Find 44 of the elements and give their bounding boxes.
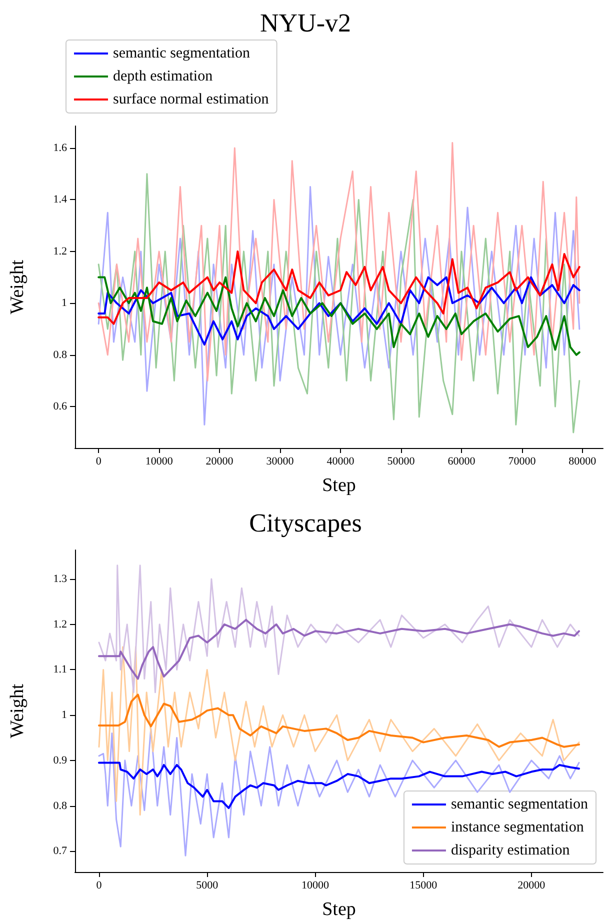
- legend-label: instance segmentation: [450, 820, 584, 836]
- y-axis-title: Weight: [7, 683, 28, 738]
- y-tick-label: 0.6: [53, 400, 68, 413]
- y-tick-label: 0.9: [53, 754, 68, 766]
- x-axis-title: Step: [322, 475, 356, 496]
- legend-label: semantic segmentation: [113, 46, 251, 62]
- chart-title: NYU-v2: [260, 8, 351, 38]
- x-tick-label: 10000: [145, 456, 174, 468]
- line-series: [98, 694, 580, 748]
- y-axis-title: Weight: [7, 259, 28, 314]
- line-series: [98, 142, 580, 382]
- chart-title: Cityscapes: [249, 508, 362, 538]
- x-tick-label: 70000: [508, 456, 536, 468]
- x-tick-label: 0: [96, 880, 102, 892]
- legend-label: semantic segmentation: [450, 796, 588, 812]
- y-tick-label: 1: [62, 297, 67, 310]
- legend-label: depth estimation: [113, 68, 214, 84]
- legend-label: disparity estimation: [450, 842, 570, 858]
- legend-label: surface normal estimation: [113, 92, 270, 108]
- x-tick-label: 20000: [518, 880, 546, 892]
- y-tick-label: 1.3: [53, 573, 68, 586]
- x-tick-label: 30000: [266, 456, 294, 468]
- y-tick-label: 1: [62, 709, 67, 722]
- x-tick-label: 50000: [387, 456, 416, 468]
- y-tick-label: 1.4: [53, 194, 68, 206]
- y-tick-label: 0.8: [53, 800, 68, 812]
- y-tick-label: 1.6: [53, 142, 68, 154]
- line-series: [98, 564, 580, 694]
- line-series: [98, 618, 580, 680]
- y-tick-label: 1.1: [53, 664, 67, 676]
- x-tick-label: 40000: [326, 456, 355, 468]
- x-tick-label: 80000: [568, 456, 597, 468]
- x-tick-label: 15000: [410, 880, 438, 892]
- x-tick-label: 0: [96, 456, 102, 468]
- x-tick-label: 20000: [206, 456, 234, 468]
- x-tick-label: 10000: [301, 880, 330, 892]
- x-tick-label: 5000: [196, 880, 219, 892]
- line-series: [98, 250, 580, 325]
- y-tick-label: 1.2: [53, 618, 67, 630]
- x-tick-label: 60000: [448, 456, 476, 468]
- y-tick-label: 1.2: [53, 245, 67, 258]
- y-tick-label: 0.8: [53, 348, 68, 361]
- y-tick-label: 0.7: [53, 845, 68, 858]
- x-axis-title: Step: [322, 899, 356, 920]
